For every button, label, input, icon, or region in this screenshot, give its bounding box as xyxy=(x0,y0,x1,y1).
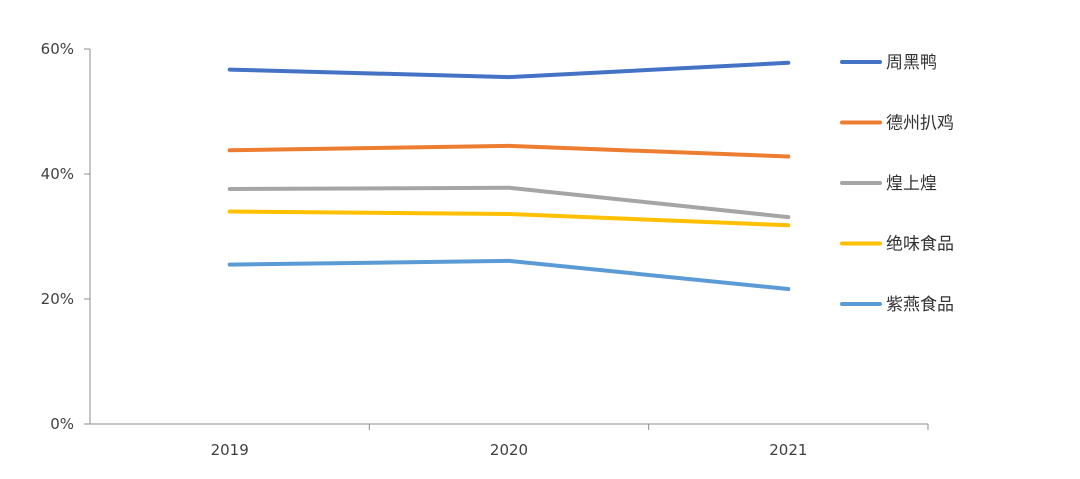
series-line xyxy=(230,146,789,157)
x-tick-label: 2021 xyxy=(769,441,807,459)
y-tick-label: 40% xyxy=(41,165,74,183)
series-line xyxy=(230,212,789,226)
y-tick-label: 20% xyxy=(41,290,74,308)
series-line xyxy=(230,261,789,289)
y-tick-label: 60% xyxy=(41,40,74,58)
series-lines xyxy=(230,63,789,289)
series-line xyxy=(230,63,789,77)
x-tick-label: 2020 xyxy=(490,441,528,459)
legend-label: 德州扒鸡 xyxy=(886,114,954,134)
y-tick-label: 0% xyxy=(50,415,74,433)
legend-label: 紫燕食品 xyxy=(886,295,954,315)
legend-label: 绝味食品 xyxy=(886,235,954,255)
axes: 0% 20% 40% 60% 2019 2020 2021 xyxy=(41,40,928,459)
legend-label: 煌上煌 xyxy=(886,174,937,194)
x-tick-label: 2019 xyxy=(211,441,249,459)
legend-label: 周黑鸭 xyxy=(886,53,937,73)
